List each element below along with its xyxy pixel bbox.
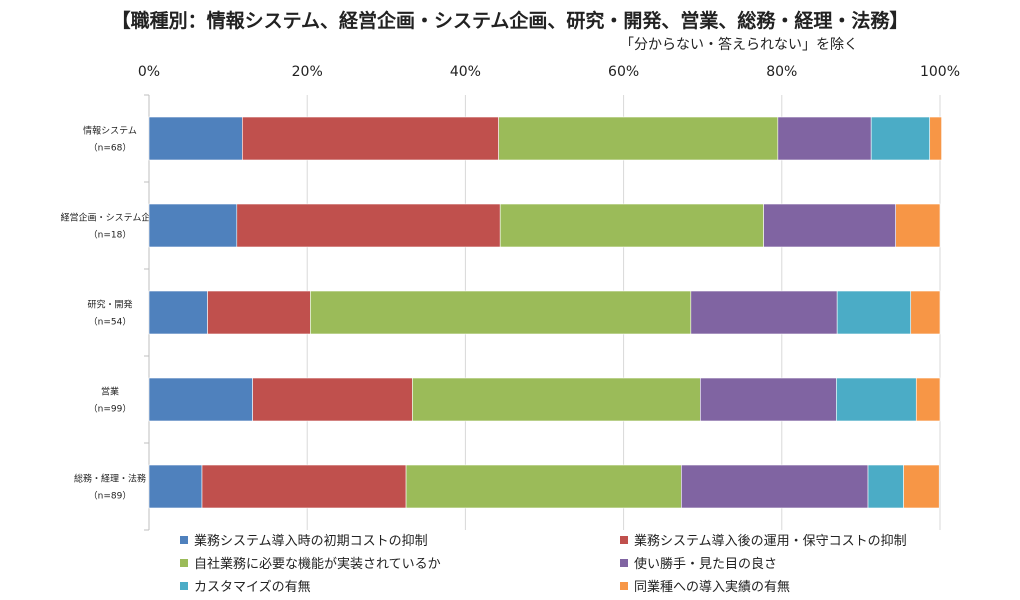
legend-label: 業務システム導入後の運用・保守コストの抑制 <box>634 530 907 549</box>
bar-segment <box>837 291 911 334</box>
legend-label: 使い勝手・見た目の良さ <box>634 553 777 572</box>
legend-swatch <box>180 536 188 544</box>
bar-segment <box>764 204 896 247</box>
category-n-label: （n=68） <box>89 143 132 154</box>
x-tick-label: 40% <box>450 64 481 80</box>
x-tick-label: 20% <box>292 64 323 80</box>
category-label: 情報システム <box>83 125 137 137</box>
category-label: 営業 <box>101 386 119 398</box>
bar-segment <box>242 117 498 160</box>
bar-segment <box>904 465 940 508</box>
bar-segment <box>412 378 700 421</box>
legend-label: 同業種への導入実績の有無 <box>634 576 790 595</box>
category-n-label: （n=18） <box>89 230 132 241</box>
x-tick-label: 0% <box>138 64 160 80</box>
category-label: 経営企画・システム企画 <box>61 212 160 224</box>
bar-segment <box>911 291 940 334</box>
bar-segment <box>930 117 942 160</box>
bar-segment <box>208 291 311 334</box>
bar-segment <box>310 291 690 334</box>
legend-swatch <box>620 536 628 544</box>
bar-segment <box>500 204 763 247</box>
bar-segment <box>700 378 836 421</box>
bar-segment <box>253 378 413 421</box>
legend-swatch <box>180 582 188 590</box>
legend-label: 業務システム導入時の初期コストの抑制 <box>194 530 428 549</box>
bar-segment <box>149 204 237 247</box>
bar-segment <box>836 378 916 421</box>
bar-segment <box>149 465 202 508</box>
category-label: 総務・経理・法務 <box>74 473 146 485</box>
bar-segment <box>202 465 406 508</box>
legend-item: 自社業務に必要な機能が実装されているか <box>180 553 441 572</box>
category-n-label: （n=89） <box>89 491 132 502</box>
x-tick-label: 100% <box>920 64 960 80</box>
category-n-label: （n=99） <box>89 404 132 415</box>
legend-swatch <box>180 559 188 567</box>
legend-label: カスタマイズの有無 <box>194 576 311 595</box>
bar-segment <box>691 291 837 334</box>
bar-segment <box>916 378 940 421</box>
legend-item: カスタマイズの有無 <box>180 576 311 595</box>
bar-segment <box>871 117 930 160</box>
bar-segment <box>149 378 253 421</box>
legend-item: 同業種への導入実績の有無 <box>620 576 790 595</box>
bar-segment <box>681 465 868 508</box>
legend-label: 自社業務に必要な機能が実装されているか <box>194 553 441 572</box>
bar-segment <box>406 465 681 508</box>
legend-swatch <box>620 582 628 590</box>
legend-item: 使い勝手・見た目の良さ <box>620 553 777 572</box>
category-label: 研究・開発 <box>87 299 132 311</box>
x-tick-label: 80% <box>766 64 797 80</box>
category-n-label: （n=54） <box>89 317 132 328</box>
legend-item: 業務システム導入後の運用・保守コストの抑制 <box>620 530 907 549</box>
legend-swatch <box>620 559 628 567</box>
bar-segment <box>778 117 871 160</box>
bar-segment <box>868 465 904 508</box>
bar-segment <box>237 204 500 247</box>
bar-segment <box>499 117 778 160</box>
bar-segment <box>896 204 940 247</box>
legend-item: 業務システム導入時の初期コストの抑制 <box>180 530 428 549</box>
x-tick-label: 60% <box>608 64 639 80</box>
bar-segment <box>149 117 242 160</box>
bar-segment <box>149 291 208 334</box>
